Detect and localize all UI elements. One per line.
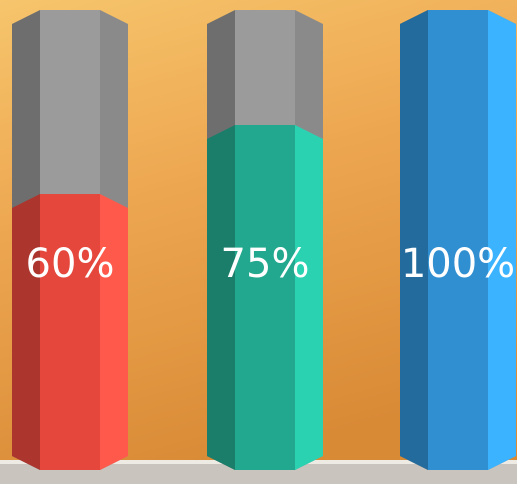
- fill-left: [12, 194, 40, 470]
- fill-right: [100, 194, 128, 470]
- fill-front: [428, 10, 488, 470]
- shelf: [0, 462, 517, 484]
- value-label: 100%: [401, 241, 515, 287]
- fill-right: [488, 10, 516, 470]
- fill-front: [40, 194, 100, 470]
- bar: [12, 194, 128, 470]
- value-label: 60%: [26, 241, 115, 287]
- fill-right: [295, 125, 323, 470]
- fill-front: [235, 125, 295, 470]
- value-label: 75%: [221, 241, 310, 287]
- bar: [207, 125, 323, 470]
- fill-left: [207, 125, 235, 470]
- bar: [400, 10, 516, 470]
- fill-left: [400, 10, 428, 470]
